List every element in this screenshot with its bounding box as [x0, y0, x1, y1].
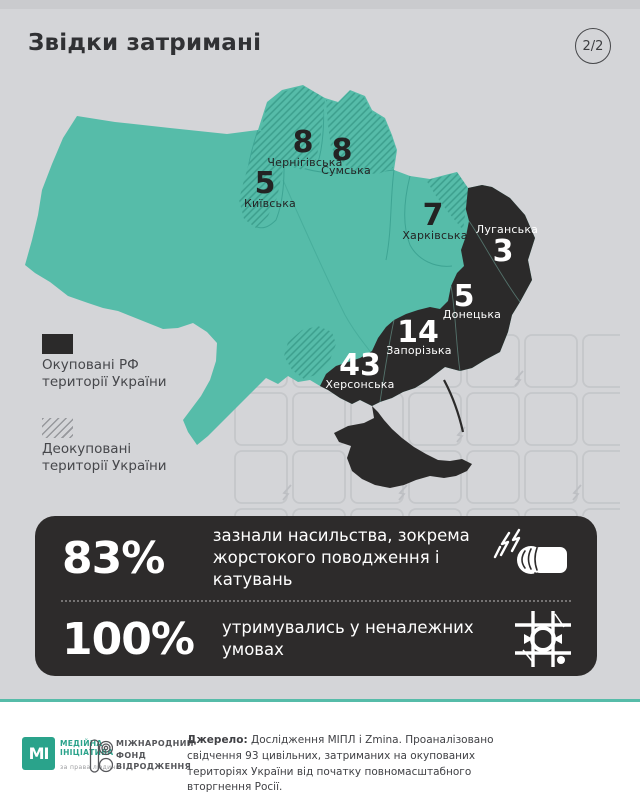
legend-occupied-line1: Окуповані РФ [42, 357, 139, 373]
page-number-badge: 2/2 [575, 28, 611, 64]
legend-deoccupied-label: Деокуповані території України [42, 441, 167, 476]
region-value: 5 [454, 279, 475, 314]
legend-deoccupied-line2: території України [42, 458, 167, 475]
legend-occupied-line2: території України [42, 374, 167, 391]
footer-body: МІ МЕДІЙНА ІНІЦІАТИВА за права людини МІ… [0, 702, 640, 801]
mi-logo-name: МЕДІЙНА ІНІЦІАТИВА [60, 739, 113, 758]
region-name: Сумська [321, 164, 371, 177]
mi-logo-line1: МЕДІЙНА [60, 739, 103, 748]
region-label-khersonska: 43 Херсонська [325, 348, 394, 391]
map-arabat-spit [443, 379, 465, 433]
map-deoccupied-hatch [239, 86, 468, 379]
irf-logo-line3: ВІДРОДЖЕННЯ [116, 762, 192, 772]
stat-value: 100% [62, 613, 195, 665]
region-value: 43 [339, 348, 381, 383]
irf-logo-name: МІЖНАРОДНИЙ ФОНД ВІДРОДЖЕННЯ [116, 738, 194, 773]
region-label-chernihivska: 8 Чернігівська [267, 125, 342, 169]
page-title: Звідки затримані [28, 30, 262, 56]
mi-logo-tagline: за права людини [60, 764, 121, 771]
region-name: Луганська [476, 223, 538, 236]
stat-row-violence: 83% зазнали насильства, зокрема жорстоко… [35, 516, 597, 600]
region-name: Чернігівська [267, 156, 342, 169]
stat-text: утримувались у неналежних умовах [222, 617, 474, 659]
legend-deoccupied-swatch [42, 418, 73, 438]
region-label-kharkivska: 7 Харківська [402, 198, 467, 242]
region-label-kyivska: 5 Київська [244, 166, 296, 210]
source-text: Дослідження МІПЛ і Zmina. Проаналізовано… [187, 734, 494, 794]
region-label-zaporizka: 14 Запорізька [386, 315, 451, 357]
legend-occupied-label: Окуповані РФ території України [42, 357, 167, 392]
irf-logo-line2: ФОНД [116, 750, 147, 760]
prison-window-icon [515, 611, 571, 667]
dotted-divider [61, 600, 571, 602]
map-occupied-territory [320, 185, 535, 406]
region-value: 3 [493, 234, 514, 269]
stat-row-conditions: 100% утримувались у неналежних умовах [35, 602, 597, 676]
region-value: 8 [332, 133, 353, 168]
region-value: 8 [293, 125, 314, 160]
stats-box: 83% зазнали насильства, зокрема жорстоко… [35, 516, 597, 676]
region-value: 5 [255, 166, 276, 201]
irf-logo-icon [89, 739, 113, 773]
map-crimea [334, 406, 472, 488]
mi-logo-line2: ІНІЦІАТИВА [60, 748, 114, 758]
mi-logo-icon: МІ [22, 737, 55, 770]
region-value: 7 [423, 198, 444, 233]
source-note: Джерело: Дослідження МІПЛ і Zmina. Проан… [187, 733, 502, 796]
region-label-luhanska: Луганська 3 [476, 223, 538, 269]
region-name: Харківська [402, 229, 467, 242]
region-label-donetska: 5 Донецька [443, 279, 501, 321]
region-label-sumska: 8 Сумська [321, 133, 371, 177]
fist-punch-icon [493, 528, 567, 577]
source-label: Джерело: [187, 734, 248, 746]
region-name: Київська [244, 197, 296, 210]
ukraine-map: 8 Чернігівська 8 Сумська 5 Київська 7 Ха… [25, 85, 620, 516]
occupied-inner-borders [379, 220, 521, 403]
footer-accent-line [0, 699, 640, 702]
legend-occupied-swatch [42, 334, 73, 354]
region-value: 14 [397, 315, 439, 350]
region-name: Запорізька [386, 344, 451, 357]
irf-logo-line1: МІЖНАРОДНИЙ [116, 739, 194, 748]
stat-value: 83% [62, 532, 165, 584]
region-name: Херсонська [325, 378, 394, 391]
footer: МІ МЕДІЙНА ІНІЦІАТИВА за права людини МІ… [0, 699, 640, 801]
legend-deoccupied-line1: Деокуповані [42, 441, 132, 457]
region-name: Донецька [443, 308, 501, 321]
stat-text: зазнали насильства, зокрема жорстокого п… [212, 525, 470, 590]
top-strip [0, 0, 640, 9]
